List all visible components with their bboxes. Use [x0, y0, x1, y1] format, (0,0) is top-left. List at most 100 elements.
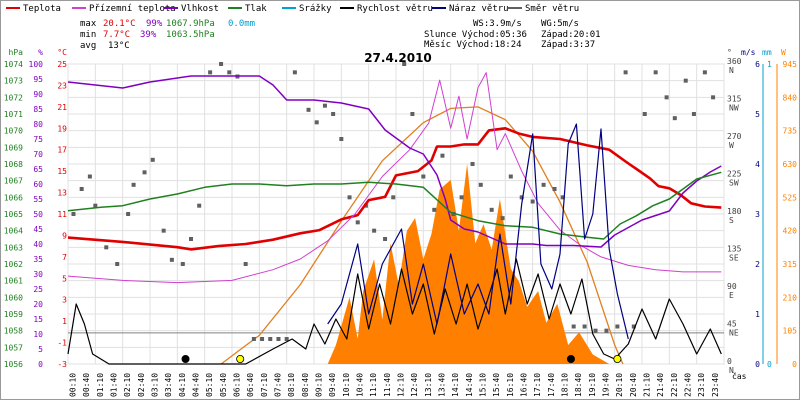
wind-dir-point [131, 182, 136, 187]
dir-axis-label: W [729, 141, 734, 150]
x-axis-tick: 08:10 [287, 373, 296, 397]
wind-dir-point [180, 262, 185, 266]
hpa-axis-tick: 1065 [4, 210, 23, 219]
temp-axis-tick: 5 [62, 274, 67, 283]
legend-label: Směr větru [525, 4, 579, 14]
x-axis-tick: 23:40 [711, 373, 720, 397]
series-line-náraz-větru [327, 123, 629, 340]
wind-dir-point [691, 112, 696, 116]
ms-axis-tick: 1 [755, 310, 760, 319]
wind-dir-point [432, 207, 437, 212]
pct-axis-tick: 5 [38, 345, 43, 354]
temp-axis-tick: 15 [57, 167, 67, 176]
hpa-axis-tick: 1063 [4, 243, 23, 252]
wind-dir-point [115, 262, 120, 266]
wind-dir-point [664, 95, 669, 100]
x-axis-tick: 18:10 [561, 373, 570, 397]
x-axis-tick: 20:40 [629, 373, 638, 397]
wind-dir-point [508, 174, 513, 179]
wind-dir-point [104, 245, 109, 250]
wind-dir-point [571, 324, 576, 329]
stat-avg-label: avg [80, 41, 96, 51]
wind-dir-point [623, 70, 628, 75]
x-axis-tick: 22:40 [684, 373, 693, 397]
wm2-axis-tick: 315 [783, 260, 798, 269]
wm2-axis-tick: 735 [783, 127, 798, 136]
temp-axis-tick: 21 [57, 103, 67, 112]
x-axis-tick: 14:40 [465, 373, 474, 397]
hpa-axis-tick: 1067 [4, 177, 23, 186]
x-axis-tick: 04:40 [192, 373, 201, 397]
wind-dir-point [355, 220, 360, 225]
info-moon: Měsíc Východ:18:24 [424, 40, 522, 50]
x-axis-tick: 20:10 [615, 373, 624, 397]
x-axis-tick: 03:10 [151, 373, 160, 397]
wind-dir-point [243, 262, 248, 266]
x-axis-tick: 13:10 [424, 373, 433, 397]
stat-min-temp: 7.7°C [103, 30, 130, 40]
x-axis-tick: 10:10 [342, 373, 351, 397]
pct-axis-tick: 95 [33, 75, 43, 84]
x-axis-tick: 11:10 [369, 373, 378, 397]
wm2-axis-tick: 105 [783, 327, 798, 336]
legend-label: Vlhkost [181, 4, 219, 14]
info-sun-set: Západ:20:01 [541, 30, 601, 40]
wm2-axis-tick: 630 [783, 160, 798, 169]
pct-axis-tick: 55 [33, 195, 43, 204]
wind-dir-point [642, 112, 647, 116]
temp-axis-tick: 7 [62, 253, 67, 262]
info-wg: WG:5m/s [541, 19, 579, 29]
x-axis-tick: 19:40 [602, 373, 611, 397]
pct-axis-tick: 0 [38, 360, 43, 369]
series-line-teplota [67, 127, 722, 251]
temp-axis-tick: 11 [57, 210, 67, 219]
info-moon-set: Západ:3:37 [541, 40, 595, 50]
wind-dir-point [372, 228, 377, 233]
ms-axis-tick: 3 [755, 210, 760, 219]
hpa-axis-tick: 1066 [4, 193, 23, 202]
wm2-axis-unit: W [781, 48, 786, 57]
wm2-axis-tick: 0 [792, 360, 797, 369]
ms-axis-tick: 2 [755, 260, 760, 269]
wind-dir-point [402, 62, 407, 66]
x-axis-tick: 05:10 [205, 373, 214, 397]
hpa-axis-tick: 1060 [4, 293, 23, 302]
wind-dir-point [552, 187, 557, 191]
pct-axis-tick: 45 [33, 225, 43, 234]
dir-axis-tick: 360 [727, 57, 742, 66]
hpa-axis-tick: 1068 [4, 160, 23, 169]
temp-axis-tick: -3 [57, 360, 67, 369]
stat-max-rain: 0.0mm [228, 19, 255, 29]
ms-axis-tick: 5 [755, 110, 760, 119]
x-axis-tick: 12:40 [410, 373, 419, 397]
wind-dir-point [79, 187, 84, 191]
marker-sunset [613, 354, 622, 363]
wind-dir-point [260, 337, 265, 341]
wind-dir-point [440, 153, 445, 158]
wind-dir-point [459, 195, 464, 200]
temp-axis-tick: 13 [57, 189, 67, 198]
wind-dir-point [593, 328, 598, 333]
wind-dir-point [339, 137, 344, 141]
series-line-tlak [67, 171, 722, 240]
hpa-axis-tick: 1072 [4, 93, 23, 102]
hpa-axis-tick: 1058 [4, 327, 23, 336]
temp-axis-tick: 9 [62, 231, 67, 240]
legend-label: Rychlost větru [357, 4, 433, 14]
hpa-axis-tick: 1074 [4, 60, 23, 69]
pct-axis-tick: 85 [33, 105, 43, 114]
wind-dir-point [530, 199, 535, 204]
ms-axis-tick: 6 [755, 60, 760, 69]
series-line-vlhkost [67, 75, 722, 248]
wind-dir-point [541, 182, 546, 187]
series-line-přízemní-teplota [67, 72, 722, 284]
hpa-axis-tick: 1070 [4, 127, 23, 136]
wind-dir-point [284, 337, 289, 341]
temp-axis-tick: 3 [62, 296, 67, 305]
x-axis-tick: 14:10 [451, 373, 460, 397]
x-axis-tick: 22:10 [670, 373, 679, 397]
hpa-axis-tick: 1057 [4, 343, 23, 352]
x-axis-tick: 04:10 [178, 373, 187, 397]
pct-axis-tick: 80 [33, 120, 43, 129]
wind-dir-point [150, 157, 155, 162]
